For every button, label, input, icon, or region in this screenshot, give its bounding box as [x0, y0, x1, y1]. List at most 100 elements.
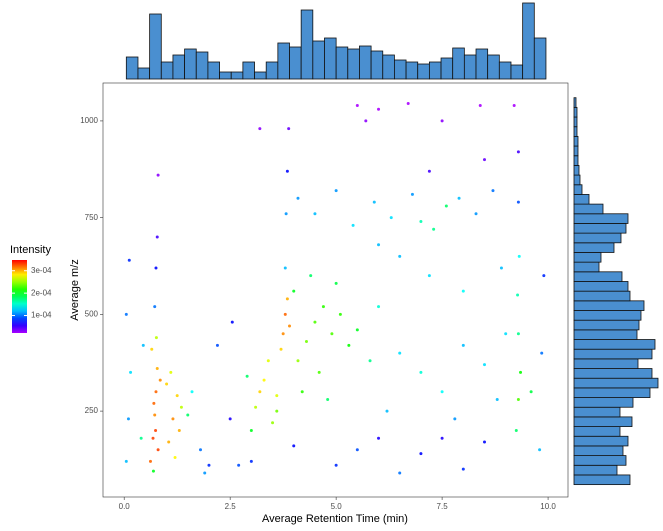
point [351, 223, 355, 227]
point [377, 243, 381, 247]
point [129, 370, 133, 374]
histogram-bar [463, 54, 477, 80]
histogram-bar [300, 9, 314, 80]
histogram-bar [219, 71, 232, 80]
point [258, 127, 262, 131]
histogram-bar [573, 203, 604, 215]
histogram-bar [573, 358, 639, 369]
point [292, 444, 296, 448]
point [249, 459, 253, 463]
point [155, 235, 159, 239]
point [482, 440, 486, 444]
point [139, 436, 143, 440]
point [461, 467, 465, 471]
x-tick-label: 7.5 [437, 502, 449, 511]
histogram-bar [573, 261, 600, 273]
point [474, 212, 478, 216]
point [385, 409, 389, 413]
point [150, 347, 154, 351]
point [330, 332, 334, 336]
histogram-bar [207, 61, 220, 80]
point [461, 289, 465, 293]
histogram-bar [265, 61, 279, 80]
colorbar [12, 260, 27, 333]
x-tick-label: 0.0 [119, 502, 131, 511]
point [338, 312, 342, 316]
point [529, 390, 533, 394]
point [279, 347, 283, 351]
point [406, 102, 410, 106]
histogram-bar [125, 56, 139, 80]
point [292, 289, 296, 293]
point [334, 189, 338, 193]
point [482, 158, 486, 162]
histogram-bar [573, 464, 618, 476]
point [542, 274, 546, 278]
histogram-bar [137, 67, 151, 80]
point [154, 336, 158, 340]
point [482, 363, 486, 367]
y-tick-label: 250 [85, 406, 99, 415]
point [165, 382, 169, 386]
point [516, 332, 520, 336]
point [285, 169, 289, 173]
x-axis-label: Average Retention Time (min) [262, 513, 408, 525]
point [540, 351, 544, 355]
point [151, 469, 155, 473]
histogram-bar [573, 135, 579, 147]
histogram-bar [573, 310, 642, 321]
histogram-bar [573, 213, 629, 224]
point [304, 339, 308, 343]
point [230, 320, 234, 324]
point [156, 448, 160, 452]
histogram-bar [573, 387, 651, 398]
histogram-bar [573, 319, 640, 331]
histogram-bar [452, 47, 465, 80]
point [519, 370, 523, 374]
histogram-bar [573, 126, 578, 137]
point [207, 463, 211, 467]
point [300, 390, 304, 394]
point [288, 324, 292, 328]
histogram-bar [149, 13, 162, 80]
point [516, 200, 520, 204]
point [167, 440, 171, 444]
y-tick-label: 1000 [80, 116, 98, 125]
histogram-bar [573, 397, 634, 408]
histogram-bar [573, 116, 578, 128]
point [444, 204, 448, 208]
histogram-bar [573, 474, 631, 486]
point [419, 370, 423, 374]
point [153, 305, 157, 309]
point [440, 119, 444, 123]
point [453, 417, 457, 421]
histogram-bar [277, 42, 290, 80]
point [283, 266, 287, 270]
histogram-bar [417, 63, 430, 80]
point [368, 359, 372, 363]
histogram-bar [184, 48, 197, 80]
histogram-bar [573, 416, 633, 427]
point [262, 378, 266, 382]
point [317, 370, 321, 374]
point [186, 413, 190, 417]
histogram-bar [573, 329, 638, 340]
y-tick-label: 750 [85, 213, 99, 222]
histogram-bar [573, 145, 579, 157]
histogram-bar [347, 48, 360, 80]
point [281, 332, 285, 336]
point [355, 328, 359, 332]
point [249, 428, 253, 432]
histogram-bar [573, 339, 656, 350]
point [398, 471, 402, 475]
point [321, 305, 325, 309]
point [215, 343, 219, 347]
point [275, 409, 279, 413]
point [512, 103, 516, 107]
point [427, 169, 431, 173]
plot-panel [102, 82, 569, 498]
point [245, 374, 249, 378]
histogram-bar [405, 61, 419, 80]
colorbar-tick-label: 1e-04 [31, 311, 52, 320]
point [254, 405, 258, 409]
